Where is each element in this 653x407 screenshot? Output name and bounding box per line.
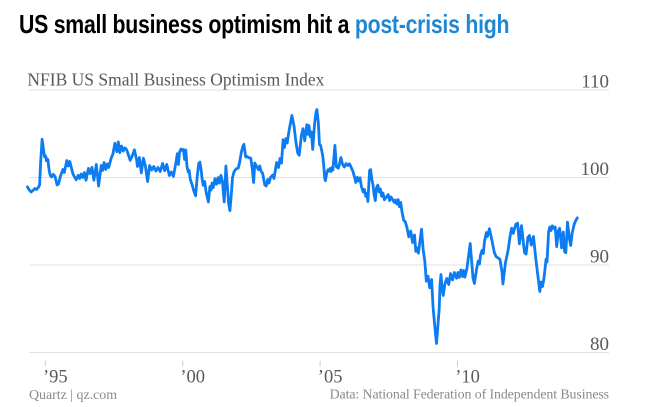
svg-text:’05: ’05	[318, 368, 343, 388]
svg-text:90: 90	[590, 246, 609, 267]
svg-text:100: 100	[581, 159, 610, 180]
svg-text:’00: ’00	[180, 368, 205, 388]
svg-text:Data: National Federation of I: Data: National Federation of Independent…	[330, 388, 609, 403]
svg-text:110: 110	[581, 71, 609, 92]
svg-text:’10: ’10	[455, 368, 480, 388]
svg-text:’95: ’95	[43, 368, 68, 388]
svg-text:NFIB US Small Business Optimis: NFIB US Small Business Optimism Index	[27, 69, 324, 89]
svg-text:Quartz | qz.com: Quartz | qz.com	[29, 388, 117, 403]
svg-text:80: 80	[590, 334, 609, 355]
